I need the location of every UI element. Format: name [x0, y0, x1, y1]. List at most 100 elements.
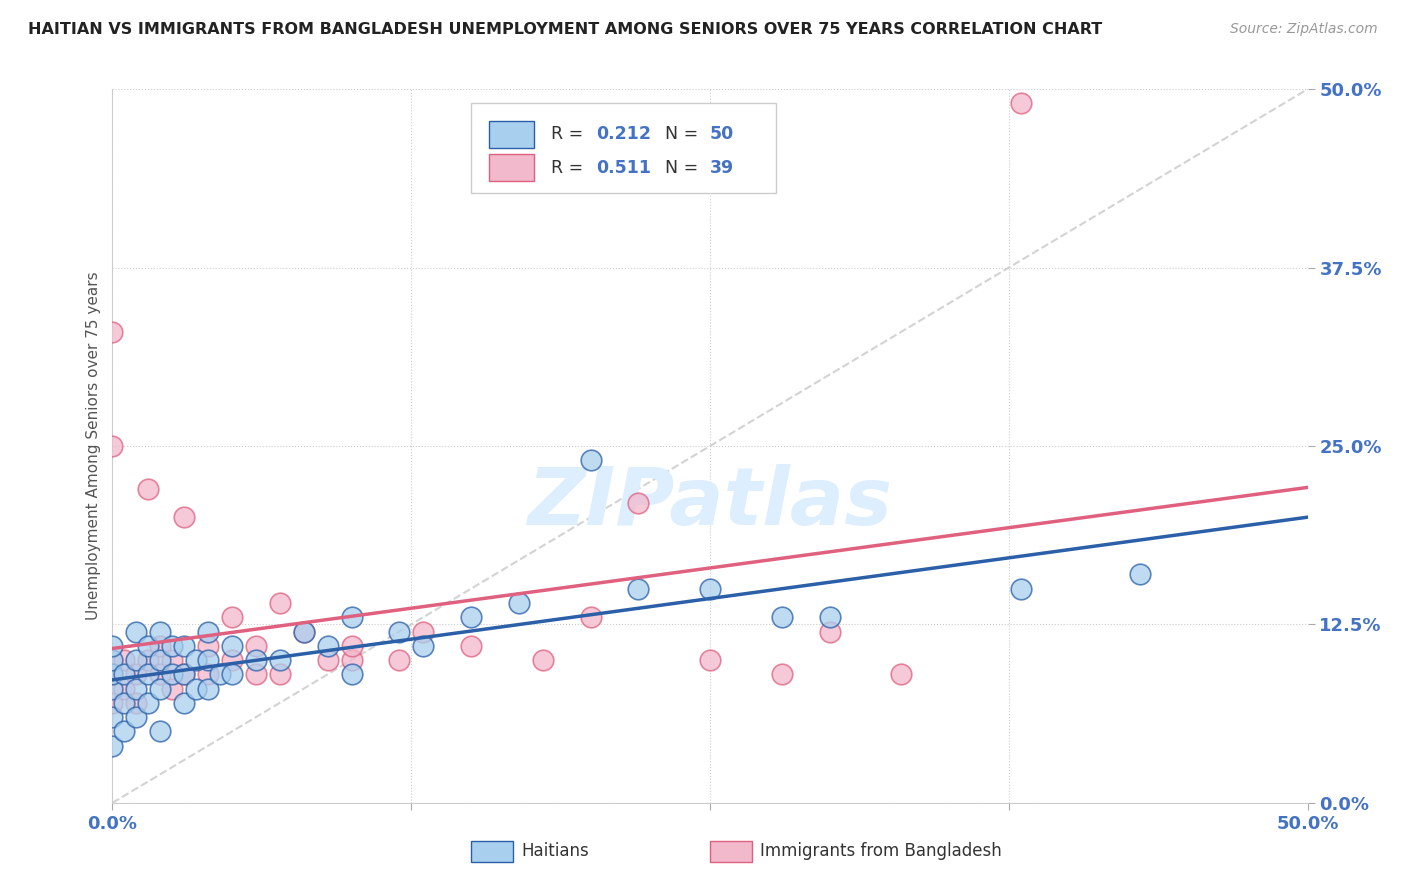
Text: Haitians: Haitians	[522, 842, 589, 860]
Point	[101, 696, 124, 710]
Point	[197, 667, 219, 681]
Point	[101, 681, 124, 696]
Point	[292, 624, 315, 639]
Point	[412, 639, 434, 653]
Point	[125, 696, 148, 710]
Point	[412, 624, 434, 639]
FancyBboxPatch shape	[471, 103, 776, 193]
Point	[173, 510, 195, 524]
Point	[209, 667, 232, 681]
Point	[101, 739, 124, 753]
Point	[890, 667, 912, 681]
Point	[101, 439, 124, 453]
Point	[245, 667, 267, 681]
Point	[1010, 96, 1032, 111]
Point	[162, 667, 183, 681]
Point	[197, 624, 219, 639]
Point	[627, 582, 650, 596]
Point	[138, 482, 160, 496]
Bar	[489, 154, 534, 181]
Point	[579, 453, 602, 467]
Text: ZIPatlas: ZIPatlas	[527, 464, 893, 542]
Point	[114, 653, 135, 667]
Point	[460, 639, 482, 653]
Point	[186, 653, 208, 667]
Point	[531, 653, 554, 667]
Y-axis label: Unemployment Among Seniors over 75 years: Unemployment Among Seniors over 75 years	[86, 272, 101, 620]
Point	[269, 667, 291, 681]
Text: Source: ZipAtlas.com: Source: ZipAtlas.com	[1230, 22, 1378, 37]
Point	[149, 724, 172, 739]
Point	[162, 653, 183, 667]
Point	[245, 639, 267, 653]
Point	[627, 496, 650, 510]
Point	[1129, 567, 1152, 582]
Point	[221, 610, 243, 624]
Point	[245, 653, 267, 667]
Point	[173, 696, 195, 710]
Point	[1010, 582, 1032, 596]
Point	[508, 596, 530, 610]
Text: R =: R =	[551, 125, 589, 143]
Point	[149, 681, 172, 696]
Point	[292, 624, 315, 639]
Point	[114, 724, 135, 739]
Text: 0.511: 0.511	[596, 159, 651, 177]
Bar	[489, 120, 534, 148]
Point	[114, 696, 135, 710]
Point	[269, 653, 291, 667]
Point	[101, 325, 124, 339]
Point	[197, 681, 219, 696]
Point	[340, 639, 363, 653]
Point	[162, 681, 183, 696]
Point	[770, 610, 793, 624]
Point	[101, 639, 124, 653]
Point	[818, 610, 841, 624]
Text: 0.212: 0.212	[596, 125, 651, 143]
Point	[162, 639, 183, 653]
Point	[818, 624, 841, 639]
Point	[316, 639, 339, 653]
Point	[340, 610, 363, 624]
Point	[316, 653, 339, 667]
Point	[221, 639, 243, 653]
Point	[101, 710, 124, 724]
Point	[114, 667, 135, 681]
Point	[340, 653, 363, 667]
Point	[138, 667, 160, 681]
Text: 39: 39	[710, 159, 734, 177]
Point	[197, 653, 219, 667]
Point	[101, 653, 124, 667]
Point	[173, 639, 195, 653]
Text: Immigrants from Bangladesh: Immigrants from Bangladesh	[761, 842, 1002, 860]
Point	[770, 667, 793, 681]
Text: N =: N =	[665, 125, 703, 143]
Text: HAITIAN VS IMMIGRANTS FROM BANGLADESH UNEMPLOYMENT AMONG SENIORS OVER 75 YEARS C: HAITIAN VS IMMIGRANTS FROM BANGLADESH UN…	[28, 22, 1102, 37]
Point	[125, 653, 148, 667]
Point	[221, 667, 243, 681]
Text: R =: R =	[551, 159, 589, 177]
Point	[699, 582, 721, 596]
Bar	[710, 840, 752, 862]
Point	[125, 624, 148, 639]
Point	[197, 639, 219, 653]
Point	[114, 681, 135, 696]
Point	[101, 667, 124, 681]
Point	[699, 653, 721, 667]
Point	[388, 624, 411, 639]
Point	[460, 610, 482, 624]
Point	[149, 639, 172, 653]
Point	[138, 653, 160, 667]
Point	[388, 653, 411, 667]
Point	[269, 596, 291, 610]
Point	[149, 624, 172, 639]
Point	[173, 667, 195, 681]
Point	[173, 667, 195, 681]
Point	[149, 653, 172, 667]
Point	[125, 710, 148, 724]
Text: 50: 50	[710, 125, 734, 143]
Point	[125, 667, 148, 681]
Point	[138, 696, 160, 710]
Point	[340, 667, 363, 681]
Point	[149, 667, 172, 681]
